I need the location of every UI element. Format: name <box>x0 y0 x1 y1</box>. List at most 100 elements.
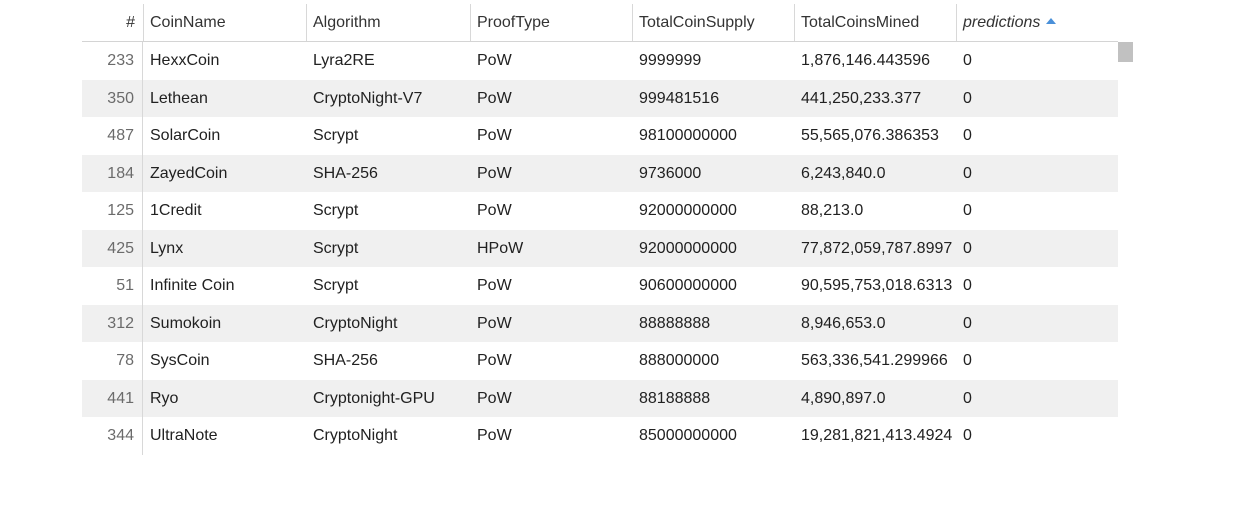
cell-algorithm: SHA-256 <box>313 164 378 182</box>
table-row[interactable]: 51 Infinite Coin Scrypt PoW 90600000000 90,59… <box>82 267 1118 305</box>
cell-coin-name: SolarCoin <box>150 127 221 144</box>
cell-total-coin-supply: 999481516 <box>639 89 720 107</box>
column-header-total-coins-mined[interactable]: TotalCoinsMined <box>794 4 956 41</box>
table-row[interactable]: 441 Ryo Cryptonight-GPU PoW 88188888 4,890,89… <box>82 379 1118 417</box>
cell-proof-type: PoW <box>477 127 512 144</box>
table-row[interactable]: 344 UltraNote CryptoNight PoW 85000000000 19,… <box>82 417 1118 455</box>
cell-total-coins-mined: 90,595,753,018.6313 <box>801 277 953 294</box>
cell-proof-type: PoW <box>477 202 512 219</box>
data-grid: # CoinName Algorithm ProofType TotalCoin… <box>82 0 1134 455</box>
vertical-scrollbar[interactable] <box>1118 42 1133 455</box>
cell-total-coins-mined: 6,243,840.0 <box>801 164 886 182</box>
cell-predictions: 0 <box>963 427 972 444</box>
cell-proof-type: PoW <box>477 389 512 407</box>
cell-total-coins-mined: 4,890,897.0 <box>801 389 886 407</box>
cell-algorithm: Scrypt <box>313 277 359 294</box>
cell-total-coins-mined: 88,213.0 <box>801 202 864 219</box>
cell-predictions: 0 <box>963 352 972 369</box>
table-row[interactable]: 184 ZayedCoin SHA-256 PoW 9736000 6,243,840.0… <box>82 154 1118 192</box>
cell-coin-name: Lethean <box>150 89 208 107</box>
table-row[interactable]: 425 Lynx Scrypt HPoW 92000000000 77,872,059,7… <box>82 229 1118 267</box>
table-row[interactable]: 125 1Credit Scrypt PoW 92000000000 88,213.0 0 <box>82 192 1118 230</box>
table-row[interactable]: 312 Sumokoin CryptoNight PoW 88888888 8,946,6… <box>82 304 1118 342</box>
table-row[interactable]: 233 HexxCoin Lyra2RE PoW 9999999 1,876,146.44… <box>82 42 1118 80</box>
cell-total-coins-mined: 55,565,076.386353 <box>801 127 939 144</box>
cell-algorithm: CryptoNight <box>313 314 398 332</box>
table-row[interactable]: 350 Lethean CryptoNight-V7 PoW 999481516 441,… <box>82 79 1118 117</box>
cell-coin-name: Infinite Coin <box>150 277 235 294</box>
column-header-index[interactable]: # <box>126 14 135 31</box>
column-header-predictions-label: predictions <box>963 14 1041 31</box>
cell-proof-type: PoW <box>477 352 512 369</box>
cell-algorithm: Lyra2RE <box>313 52 375 69</box>
cell-algorithm: CryptoNight <box>313 427 398 444</box>
cell-coin-name: Sumokoin <box>150 314 222 332</box>
cell-index: 312 <box>82 304 143 342</box>
cell-index: 78 <box>82 342 143 380</box>
cell-total-coin-supply: 888000000 <box>639 352 720 369</box>
cell-total-coin-supply: 92000000000 <box>639 239 737 257</box>
column-header-algorithm[interactable]: Algorithm <box>306 4 470 41</box>
cell-predictions: 0 <box>963 239 972 257</box>
cell-total-coin-supply: 9999999 <box>639 52 702 69</box>
cell-index: 425 <box>82 229 143 267</box>
cell-total-coins-mined: 19,281,821,413.4924 <box>801 427 953 444</box>
cell-total-coins-mined: 441,250,233.377 <box>801 89 922 107</box>
cell-proof-type: PoW <box>477 427 512 444</box>
column-header-predictions[interactable]: predictions <box>956 4 1118 41</box>
cell-total-coins-mined: 8,946,653.0 <box>801 314 886 332</box>
table-row[interactable]: 78 SysCoin SHA-256 PoW 888000000 563,336,541.… <box>82 342 1118 380</box>
sort-ascending-icon[interactable] <box>1046 17 1057 24</box>
cell-index: 350 <box>82 79 143 117</box>
cell-coin-name: ZayedCoin <box>150 164 228 182</box>
cell-proof-type: PoW <box>477 277 512 294</box>
cell-proof-type: PoW <box>477 52 512 69</box>
cell-algorithm: CryptoNight-V7 <box>313 89 423 107</box>
cell-predictions: 0 <box>963 389 972 407</box>
cell-predictions: 0 <box>963 127 972 144</box>
cell-total-coin-supply: 9736000 <box>639 164 702 182</box>
cell-total-coin-supply: 98100000000 <box>639 127 737 144</box>
cell-index: 441 <box>82 379 143 417</box>
cell-coin-name: HexxCoin <box>150 52 220 69</box>
cell-predictions: 0 <box>963 52 972 69</box>
cell-algorithm: Scrypt <box>313 202 359 219</box>
cell-total-coin-supply: 88888888 <box>639 314 711 332</box>
cell-proof-type: PoW <box>477 164 512 182</box>
cell-proof-type: PoW <box>477 89 512 107</box>
column-header-total-coin-supply[interactable]: TotalCoinSupply <box>632 4 794 41</box>
column-header-proof-type[interactable]: ProofType <box>470 4 632 41</box>
cell-total-coins-mined: 77,872,059,787.8997 <box>801 239 953 257</box>
cell-algorithm: Scrypt <box>313 127 359 144</box>
cell-algorithm: Cryptonight-GPU <box>313 389 435 407</box>
cell-coin-name: UltraNote <box>150 427 218 444</box>
cell-proof-type: HPoW <box>477 239 524 257</box>
cell-predictions: 0 <box>963 202 972 219</box>
cell-total-coin-supply: 88188888 <box>639 389 711 407</box>
cell-total-coins-mined: 1,876,146.443596 <box>801 52 931 69</box>
cell-coin-name: 1Credit <box>150 202 202 219</box>
cell-index: 487 <box>82 117 143 155</box>
cell-index: 125 <box>82 192 143 230</box>
cell-coin-name: SysCoin <box>150 352 210 369</box>
grid-header: # CoinName Algorithm ProofType TotalCoin… <box>82 4 1118 42</box>
scrollbar-thumb[interactable] <box>1118 42 1133 62</box>
table-row[interactable]: 487 SolarCoin Scrypt PoW 98100000000 55,565,0… <box>82 117 1118 155</box>
cell-total-coin-supply: 85000000000 <box>639 427 737 444</box>
column-header-coin-name[interactable]: CoinName <box>143 4 306 41</box>
cell-index: 344 <box>82 417 143 455</box>
cell-proof-type: PoW <box>477 314 512 332</box>
cell-total-coin-supply: 90600000000 <box>639 277 737 294</box>
cell-index: 51 <box>82 267 143 305</box>
cell-predictions: 0 <box>963 277 972 294</box>
cell-total-coin-supply: 92000000000 <box>639 202 737 219</box>
cell-predictions: 0 <box>963 89 972 107</box>
cell-total-coins-mined: 563,336,541.299966 <box>801 352 948 369</box>
cell-index: 233 <box>82 42 143 80</box>
cell-coin-name: Lynx <box>150 239 184 257</box>
cell-predictions: 0 <box>963 314 972 332</box>
cell-predictions: 0 <box>963 164 972 182</box>
cell-coin-name: Ryo <box>150 389 179 407</box>
cell-algorithm: SHA-256 <box>313 352 378 369</box>
cell-index: 184 <box>82 154 143 192</box>
